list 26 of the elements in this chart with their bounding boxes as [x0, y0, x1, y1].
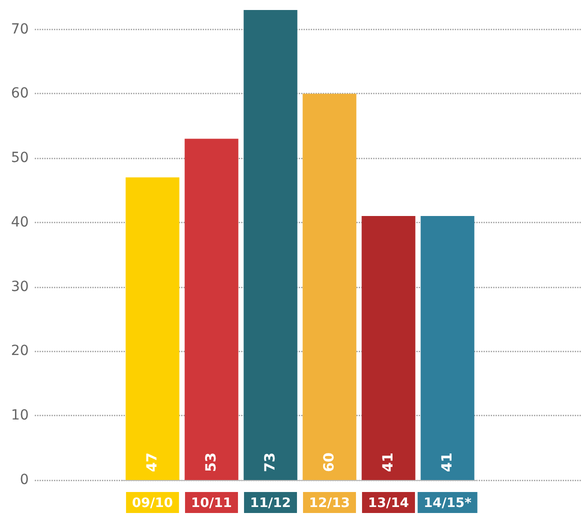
bar [244, 10, 298, 480]
data-label: 53 [204, 452, 220, 472]
y-tick-label: 60 [10, 86, 29, 102]
y-tick-label: 50 [10, 150, 29, 166]
y-tick-label: 10 [10, 408, 29, 424]
x-tick-label: 09/10 [132, 496, 173, 511]
data-label: 41 [440, 452, 456, 472]
data-label: 60 [322, 452, 338, 472]
x-tick-label: 12/13 [309, 496, 350, 511]
y-tick-label: 30 [10, 278, 29, 295]
x-tick-label: 11/12 [250, 496, 291, 511]
data-label: 73 [262, 452, 278, 472]
bar [302, 94, 356, 480]
x-tick-label: 14/15* [424, 496, 472, 511]
y-tick-label: 20 [10, 343, 29, 360]
y-tick-label: 0 [20, 472, 29, 488]
bar [184, 138, 238, 480]
bar [420, 216, 474, 480]
data-label: 41 [380, 452, 396, 472]
data-label: 47 [144, 452, 160, 472]
bar [362, 216, 416, 480]
x-tick-label: 13/14 [368, 496, 409, 511]
y-tick-label: 40 [10, 214, 29, 230]
x-tick-label: 10/11 [191, 496, 232, 511]
y-tick-label: 70 [10, 21, 29, 38]
bar [126, 177, 180, 480]
